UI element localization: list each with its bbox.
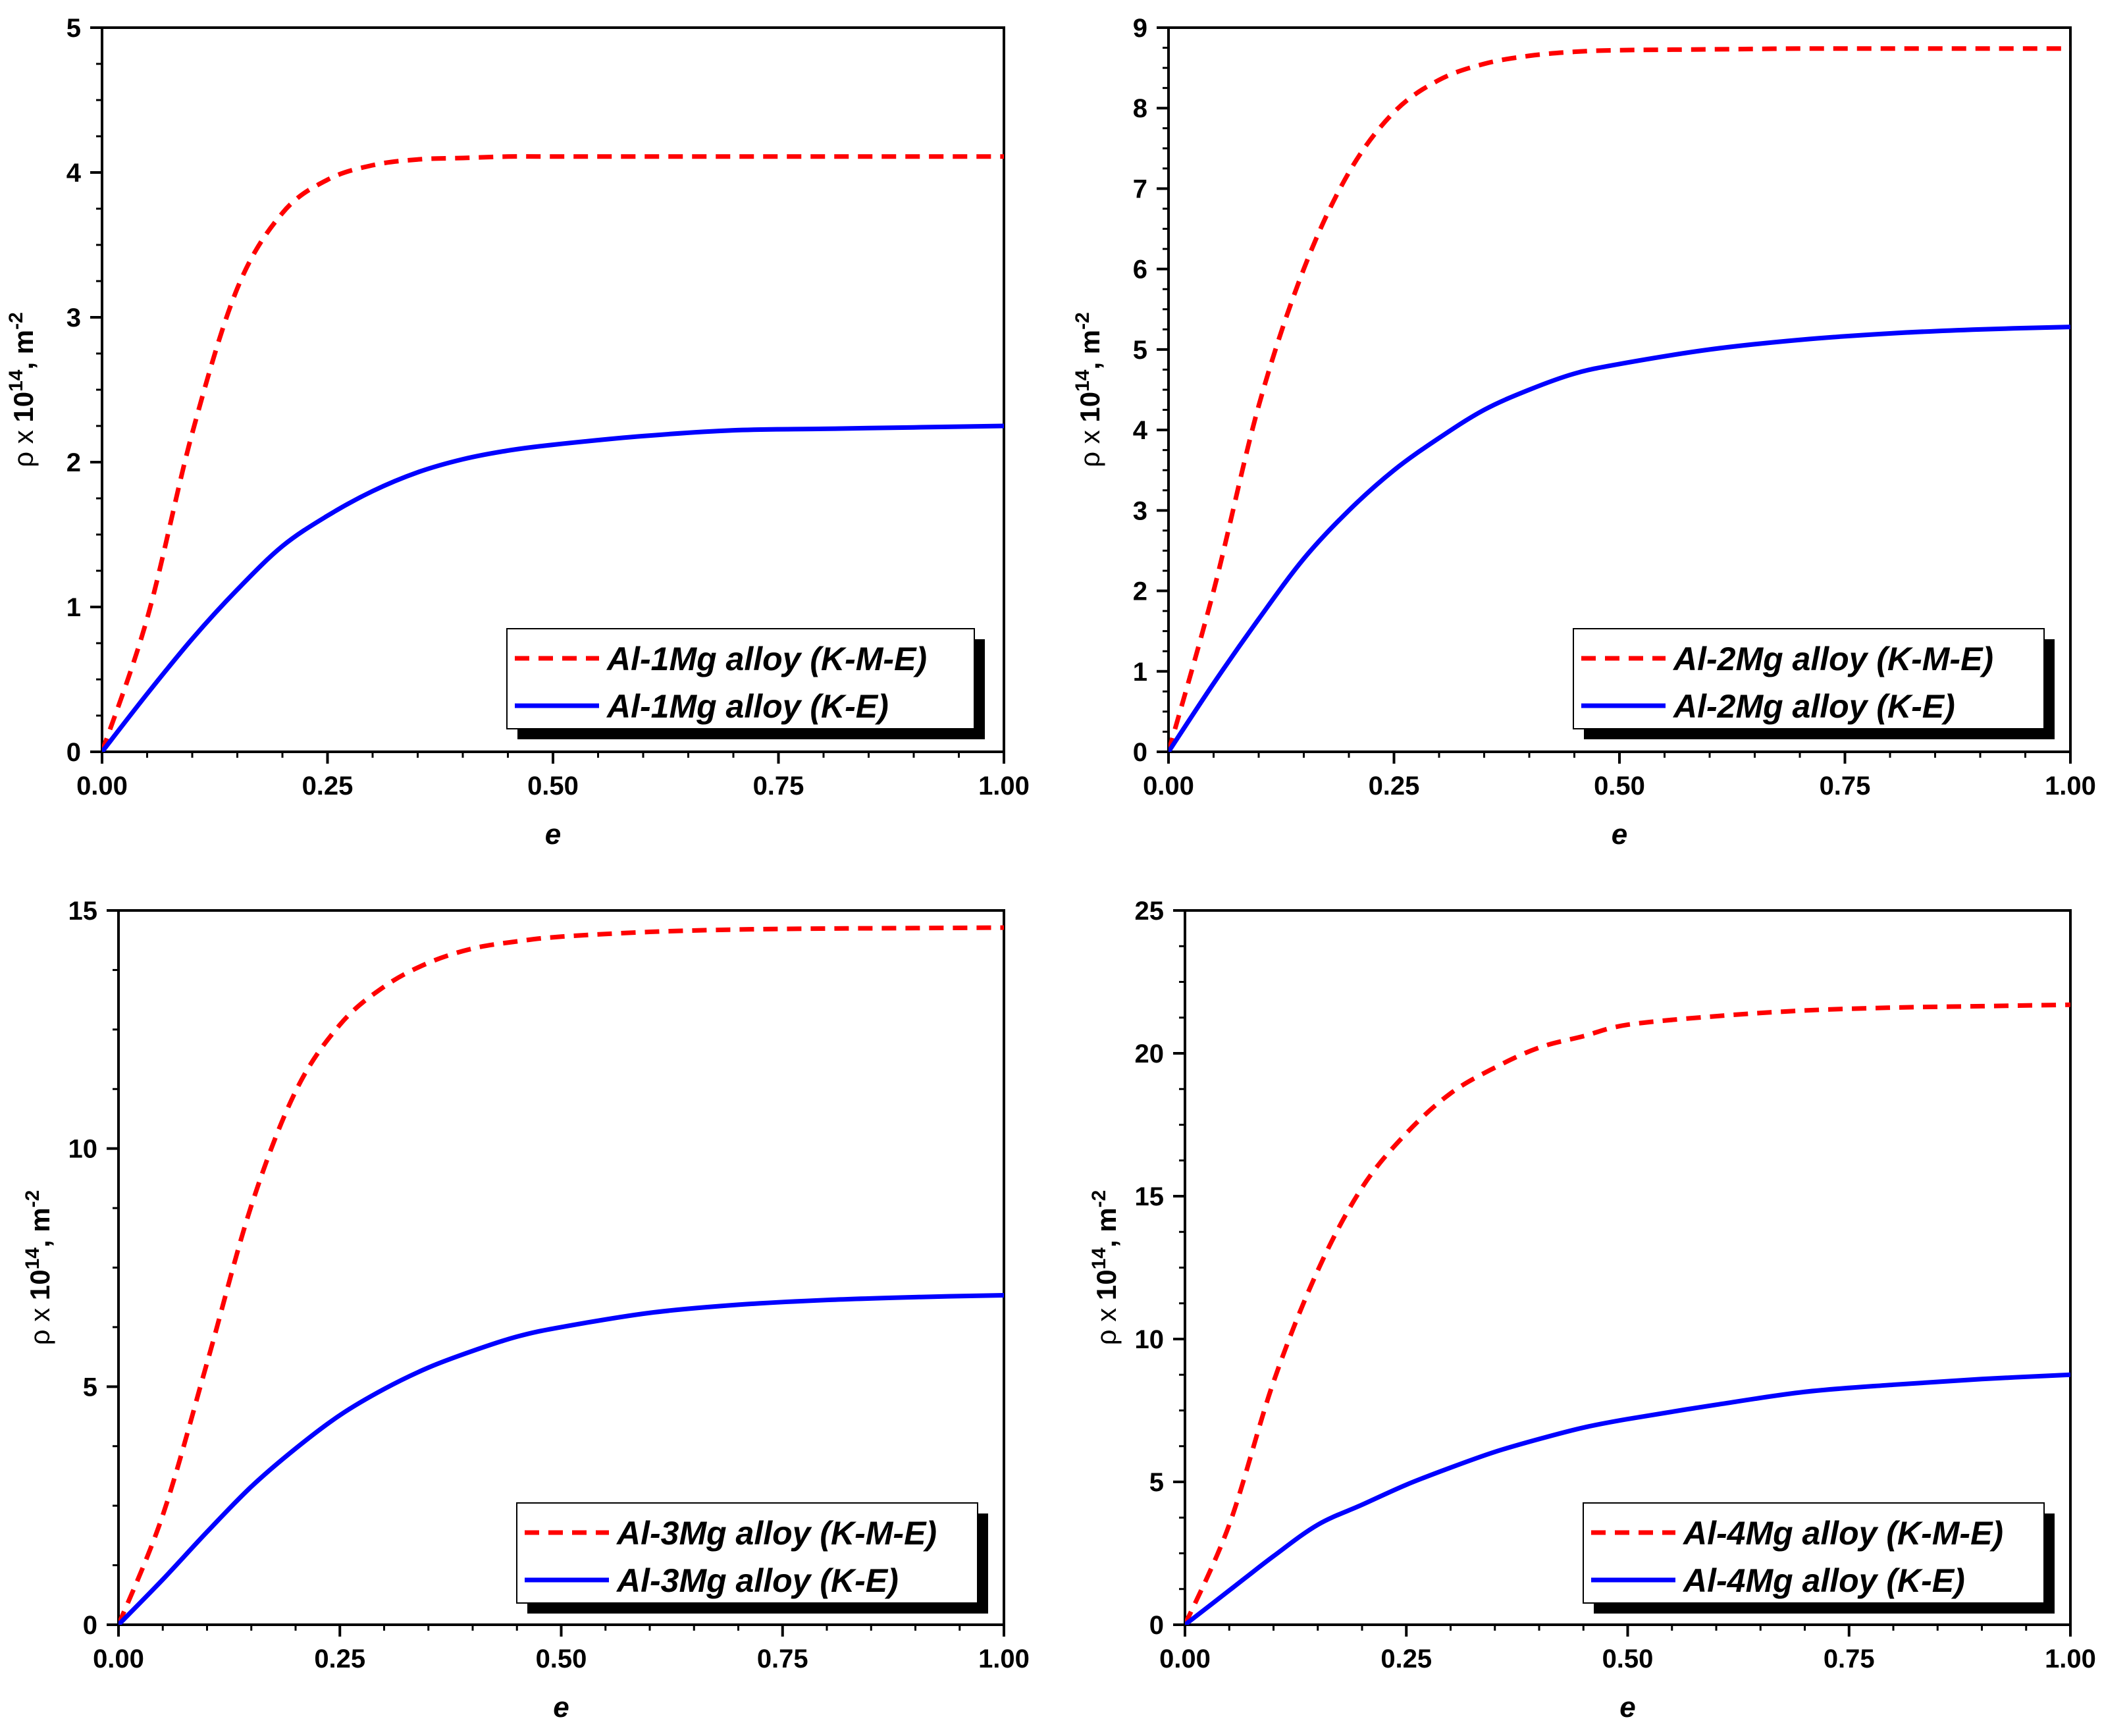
y-tick-label: 10	[1135, 1325, 1165, 1354]
legend-label: Al-1Mg alloy (K-M-E)	[606, 641, 927, 677]
y-tick-label: 3	[1133, 496, 1147, 525]
y-tick-label: 5	[66, 14, 81, 43]
legend-label: Al-4Mg alloy (K-E)	[1682, 1562, 1965, 1599]
x-tick-label: 0.25	[314, 1644, 365, 1673]
x-tick-label: 0.75	[753, 772, 804, 801]
x-tick-label: 1.00	[2045, 1644, 2096, 1673]
x-tick-label: 1.00	[978, 1644, 1030, 1673]
x-tick-label: 1.00	[978, 772, 1030, 801]
y-tick-label: 4	[1133, 416, 1148, 445]
legend-label: Al-2Mg alloy (K-M-E)	[1672, 641, 1993, 677]
series-line-ke	[102, 423, 1004, 752]
y-axis-title: ρ x 1014, m-2	[1072, 312, 1105, 467]
legend-box	[1583, 1502, 2045, 1604]
y-tick-label: 20	[1135, 1039, 1165, 1068]
y-tick-label: 15	[1135, 1182, 1165, 1211]
y-tick-label: 7	[1133, 174, 1147, 203]
legend-box	[1573, 628, 2045, 729]
legend-label: Al-2Mg alloy (K-E)	[1672, 688, 1955, 725]
x-tick-label: 0.00	[76, 772, 128, 801]
x-tick-label: 0.75	[1820, 772, 1871, 801]
legend: Al-1Mg alloy (K-M-E) Al-1Mg alloy (K-E)	[506, 628, 985, 739]
x-tick-label: 0.25	[302, 772, 354, 801]
y-tick-label: 1	[1133, 658, 1147, 687]
x-tick-label: 0.50	[536, 1644, 587, 1673]
y-tick-label: 5	[1133, 336, 1147, 365]
x-tick-label: 0.00	[1143, 772, 1194, 801]
x-tick-label: 0.25	[1380, 1644, 1432, 1673]
y-tick-label: 5	[1149, 1468, 1164, 1497]
y-tick-label: 0	[83, 1611, 97, 1640]
y-tick-label: 15	[68, 897, 98, 926]
y-tick-label: 6	[1133, 255, 1147, 284]
x-tick-label: 1.00	[2045, 772, 2096, 801]
series-line-ke	[1169, 325, 2070, 752]
y-tick-label: 9	[1133, 14, 1147, 43]
y-tick-label: 2	[66, 448, 81, 477]
x-axis-title: e	[545, 818, 561, 851]
y-tick-label: 0	[1133, 738, 1147, 767]
series-line-ke	[118, 1292, 1004, 1625]
legend: Al-2Mg alloy (K-M-E) Al-2Mg alloy (K-E)	[1573, 628, 2055, 739]
legend-label: Al-1Mg alloy (K-E)	[606, 688, 889, 725]
x-tick-label: 0.00	[1159, 1644, 1211, 1673]
x-axis-title: e	[1619, 1691, 1635, 1723]
legend-box	[506, 628, 975, 729]
y-tick-label: 8	[1133, 94, 1147, 123]
y-tick-label: 4	[66, 159, 82, 188]
y-tick-label: 0	[66, 738, 81, 767]
x-tick-label: 0.75	[1824, 1644, 1875, 1673]
legend: Al-3Mg alloy (K-M-E) Al-3Mg alloy (K-E)	[516, 1502, 988, 1614]
x-tick-label: 0.75	[757, 1644, 808, 1673]
chart-panel-1: 0.00 0.25 0.50 0.75 1.00 0 1 2 3 4 5 e ρ x 1014, m-2…	[5, 14, 1030, 851]
chart-panel-4: 0.00 0.25 0.50 0.75 1.00 0 5 10 15 20 25 e ρ x 1014,…	[1088, 897, 2096, 1723]
y-tick-label: 0	[1149, 1611, 1164, 1640]
legend-label: Al-3Mg alloy (K-E)	[616, 1562, 899, 1599]
legend: Al-4Mg alloy (K-M-E) Al-4Mg alloy (K-E)	[1583, 1502, 2055, 1614]
legend-box	[516, 1502, 978, 1604]
x-tick-label: 0.50	[527, 772, 579, 801]
chart-panel-3: 0.00 0.25 0.50 0.75 1.00 0 5 10 15 e ρ x 1014, m-2…	[22, 897, 1030, 1723]
x-tick-label: 0.50	[1602, 1644, 1654, 1673]
y-axis-title: ρ x 1014, m-2	[1088, 1190, 1122, 1346]
x-tick-label: 0.00	[93, 1644, 144, 1673]
series-line-kme	[1169, 46, 2070, 752]
y-tick-label: 1	[66, 593, 81, 622]
legend-label: Al-4Mg alloy (K-M-E)	[1682, 1515, 2003, 1552]
y-tick-label: 25	[1135, 897, 1165, 926]
y-tick-label: 2	[1133, 577, 1147, 606]
y-tick-label: 5	[83, 1373, 97, 1402]
y-axis-title: ρ x 1014, m-2	[22, 1190, 55, 1346]
series-line-kme	[102, 154, 1004, 752]
x-tick-label: 0.25	[1369, 772, 1420, 801]
y-tick-label: 3	[66, 303, 81, 332]
legend-label: Al-3Mg alloy (K-M-E)	[616, 1515, 937, 1552]
x-tick-label: 0.50	[1594, 772, 1645, 801]
series-line-kme	[1185, 1002, 2070, 1625]
y-tick-label: 10	[68, 1135, 98, 1164]
chart-panel-2: 0.00 0.25 0.50 0.75 1.00 0 1 2 3 4 5 6 7 8 9 e ρ x 1014,…	[1072, 14, 2096, 851]
series-line-ke	[1185, 1372, 2070, 1625]
y-axis-title: ρ x 1014, m-2	[5, 312, 39, 467]
x-axis-title: e	[553, 1691, 569, 1723]
x-axis-title: e	[1612, 818, 1627, 851]
